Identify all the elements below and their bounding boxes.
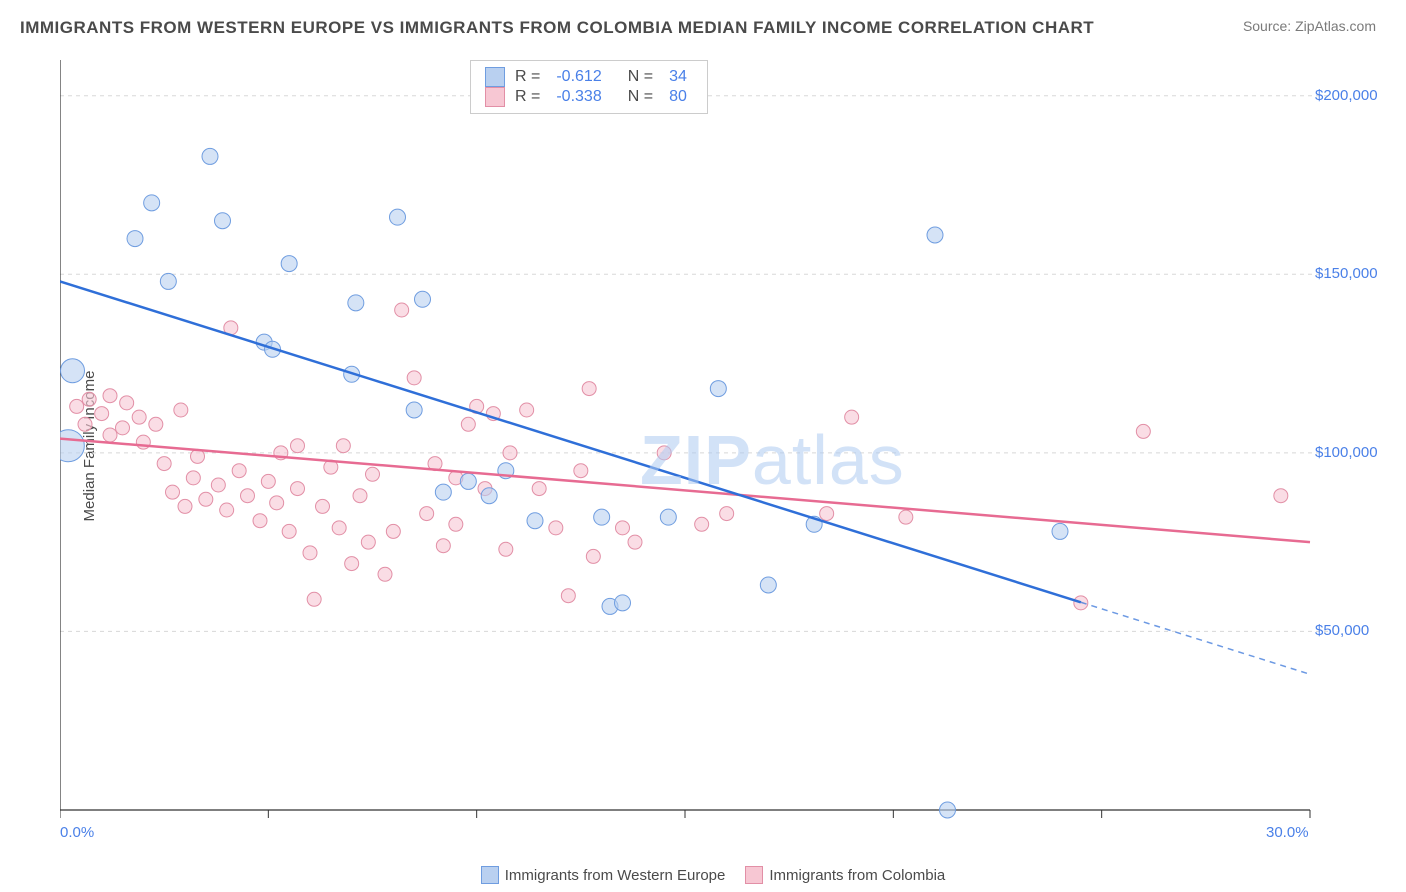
r-value: -0.338 (556, 88, 601, 106)
legend-swatch (485, 87, 505, 107)
y-tick-label: $150,000 (1315, 265, 1378, 282)
y-tick-label: $200,000 (1315, 87, 1378, 104)
n-value: 80 (669, 88, 687, 106)
plot-area (60, 60, 1340, 830)
n-label: N = (628, 68, 653, 86)
stats-row: R = -0.338 N = 80 (485, 87, 693, 107)
legend-swatch (745, 866, 763, 884)
chart-title: IMMIGRANTS FROM WESTERN EUROPE VS IMMIGR… (20, 18, 1094, 38)
r-label: R = (515, 88, 540, 106)
stats-row: R = -0.612 N = 34 (485, 67, 693, 87)
n-label: N = (628, 88, 653, 106)
x-tick-label: 0.0% (60, 824, 94, 841)
y-tick-label: $100,000 (1315, 444, 1378, 461)
source-label: Source: ZipAtlas.com (1243, 18, 1376, 34)
chart-svg (60, 60, 1340, 830)
legend-label: Immigrants from Colombia (769, 867, 945, 884)
stats-legend-box: R = -0.612 N = 34 R = -0.338 N = 80 (470, 60, 708, 114)
chart-container: IMMIGRANTS FROM WESTERN EUROPE VS IMMIGR… (0, 0, 1406, 892)
r-label: R = (515, 68, 540, 86)
y-tick-label: $50,000 (1315, 622, 1369, 639)
x-tick-label: 30.0% (1266, 824, 1309, 841)
legend-swatch (481, 866, 499, 884)
bottom-legend: Immigrants from Western Europe Immigrants… (0, 866, 1406, 886)
n-value: 34 (669, 68, 687, 86)
r-value: -0.612 (556, 68, 601, 86)
legend-swatch (485, 67, 505, 87)
legend-label: Immigrants from Western Europe (505, 867, 726, 884)
